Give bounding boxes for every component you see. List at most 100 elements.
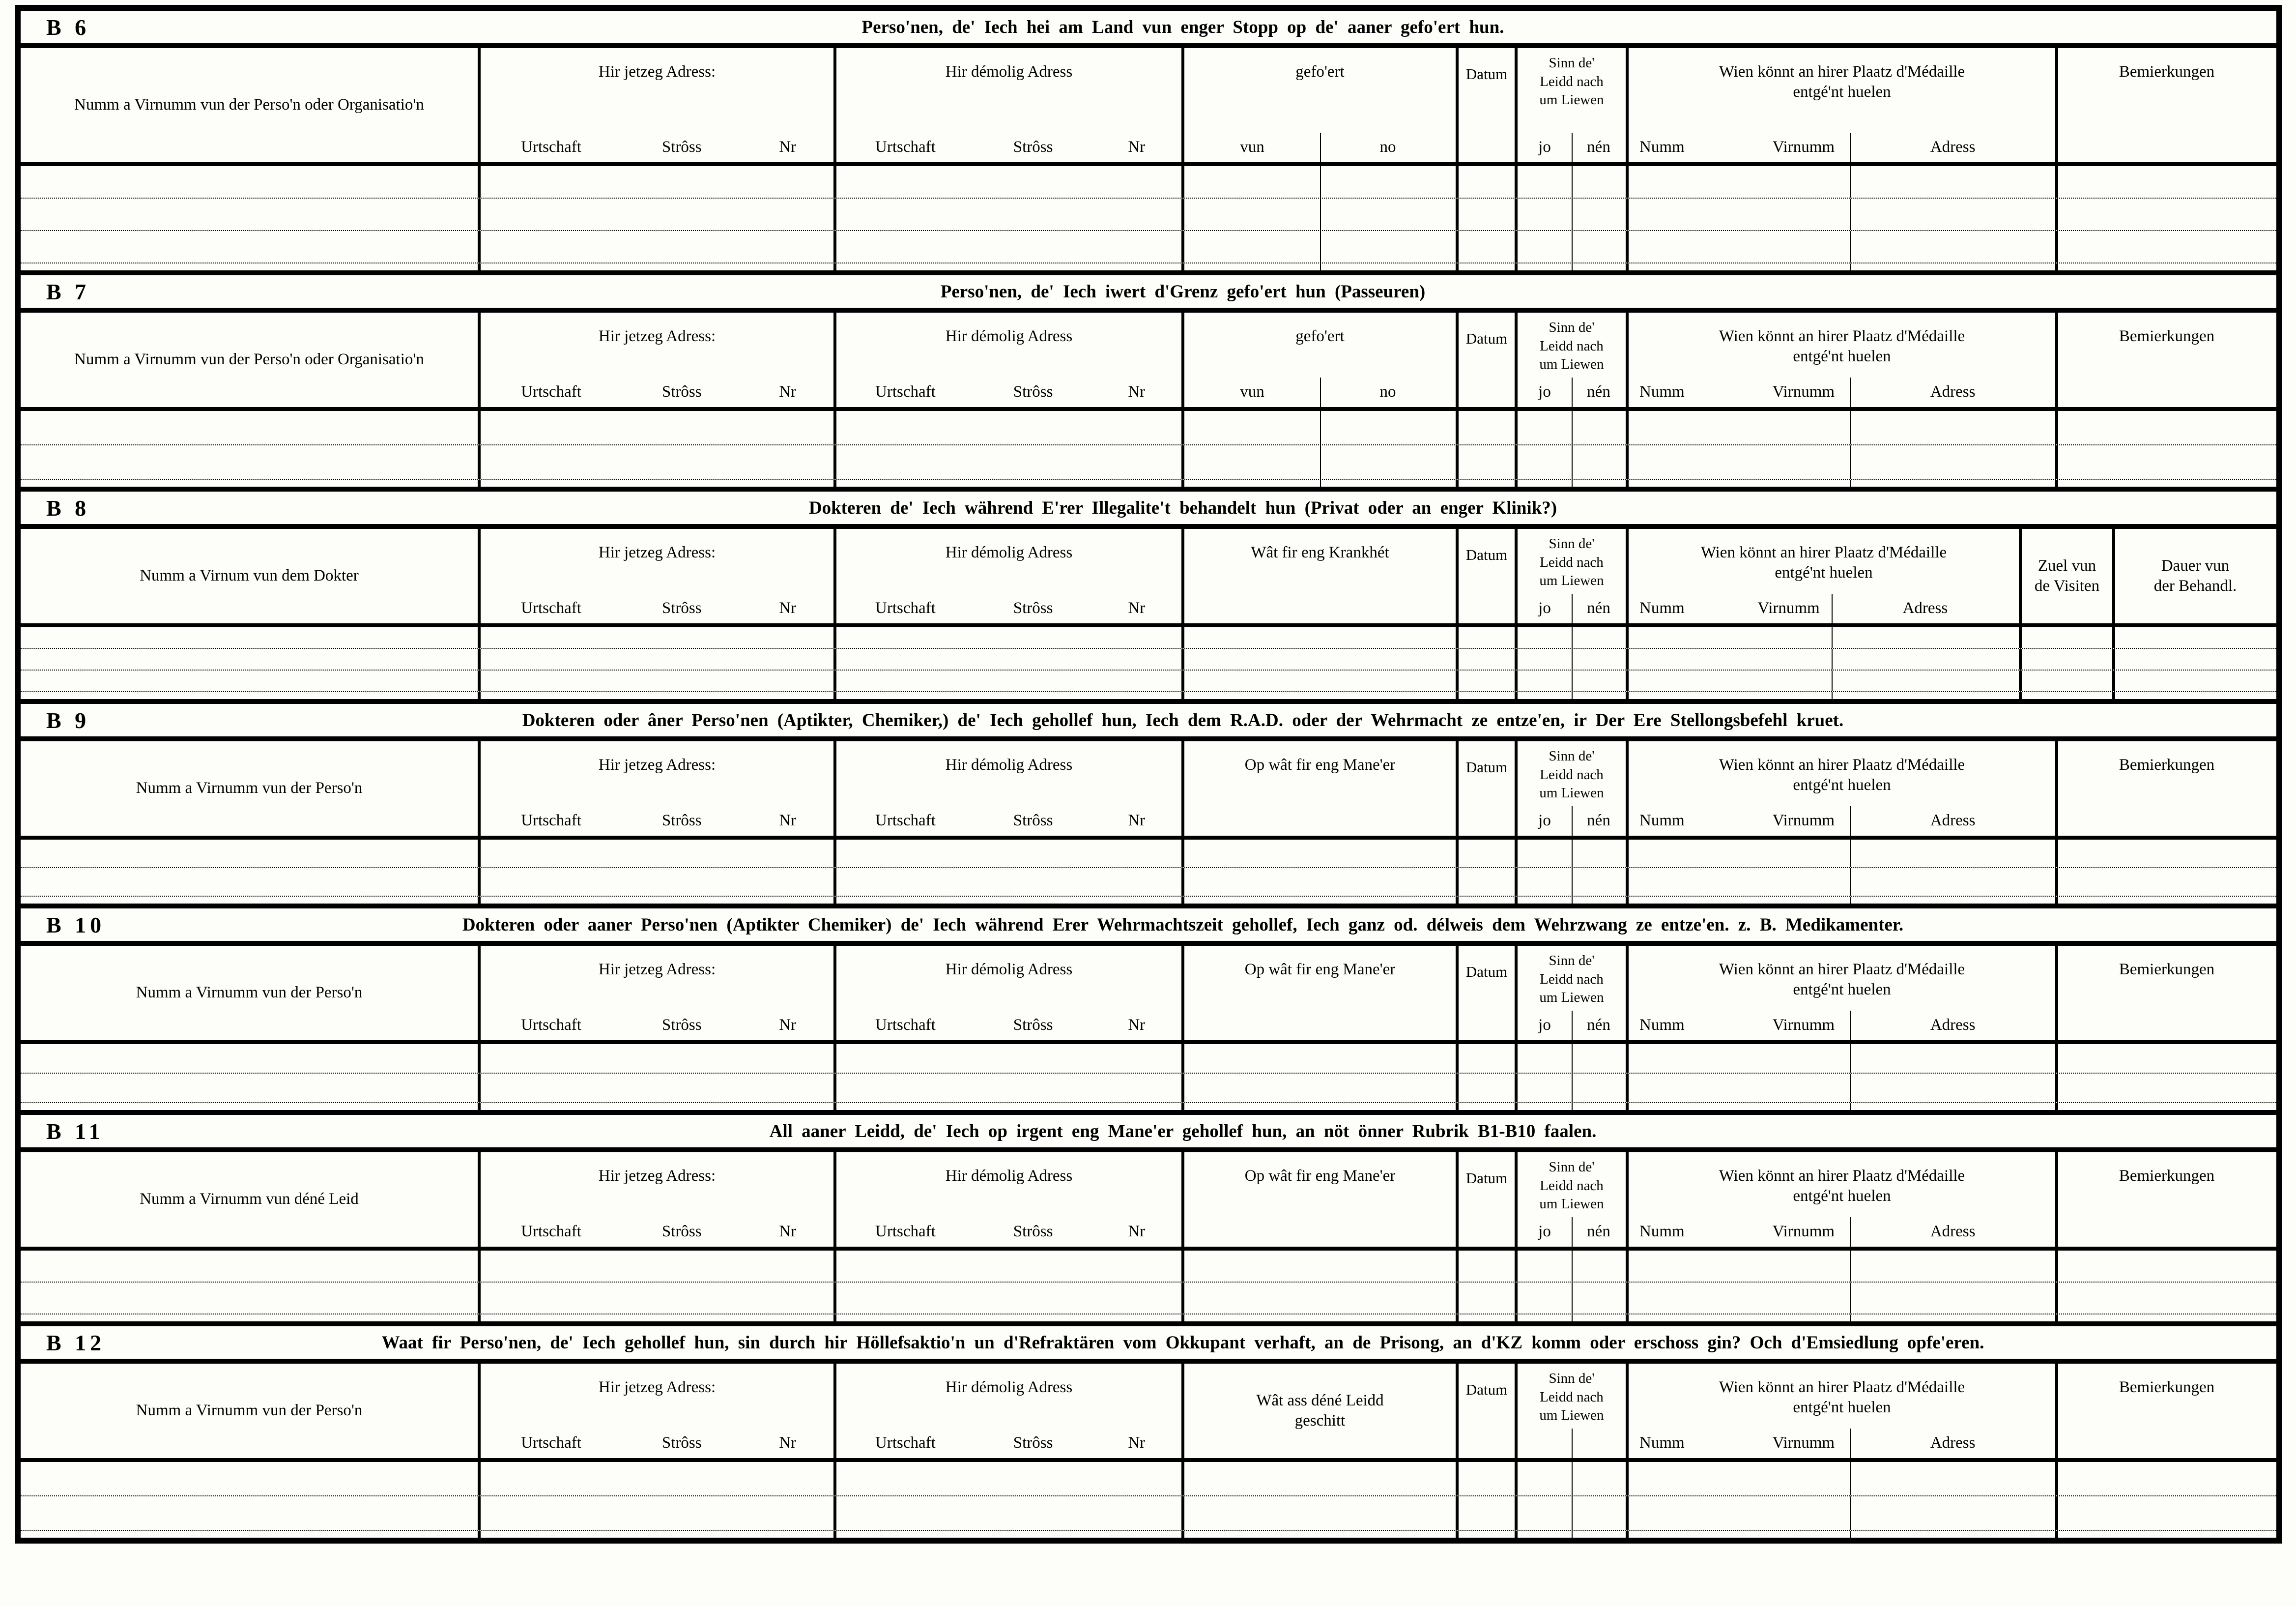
- entry-cell: [833, 868, 1181, 896]
- col-header-date: Datum: [1456, 946, 1515, 1040]
- col-header-name: Numm a Virnumm vun der Perso'n: [136, 984, 363, 1002]
- section-header-row: B 9 Dokteren oder âner Perso'nen (Aptikt…: [21, 704, 2276, 741]
- section-b10: B 10 Dokteren oder aaner Perso'nen (Apti…: [21, 904, 2276, 1110]
- section-id: B 9: [46, 707, 90, 733]
- entry-cell: [2112, 649, 2275, 670]
- subcol-adress: Adress: [1902, 599, 1948, 617]
- col-header-remarks: Bemierkungen: [2055, 946, 2275, 1040]
- entry-cell: [21, 445, 478, 479]
- entry-cell: [21, 1496, 478, 1530]
- column-headers: Numm a Virnumm vun der Perso'n Hir jetze…: [21, 1364, 2276, 1462]
- subcol-urtschaft: Urtschaft: [875, 599, 936, 617]
- entry-cell: [833, 1496, 1181, 1530]
- subcol-adress: Adress: [1930, 1016, 1976, 1034]
- entry-row-spacer: [21, 692, 2276, 699]
- col-header-illness: Wât fir eng Krankhét: [1181, 529, 1456, 623]
- subcol-stross: Strôss: [1013, 1223, 1053, 1240]
- col-header-date: Datum: [1456, 1152, 1515, 1247]
- entry-cell: [1626, 1496, 2055, 1530]
- section-b8: B 8 Dokteren de' Iech während E'rer Ille…: [21, 487, 2276, 699]
- subcol-urtschaft: Urtschaft: [875, 1223, 936, 1240]
- column-headers: Numm a Virnumm vun der Perso'n oder Orga…: [21, 48, 2276, 166]
- entry-cell: [478, 199, 833, 230]
- entry-row: [21, 1251, 2276, 1283]
- entry-cell: [2019, 671, 2112, 691]
- col-header-current-address: Hir jetzeg Adress: Urtschaft Strôss Nr: [478, 946, 833, 1040]
- entry-cell: [1456, 1496, 1515, 1530]
- entry-cell: [1626, 1462, 2055, 1495]
- entry-cell: [833, 627, 1181, 648]
- entry-cell: [1456, 411, 1515, 444]
- entry-cell: [1181, 649, 1456, 670]
- entry-cell: [1181, 411, 1456, 444]
- entry-row-spacer: [21, 1103, 2276, 1110]
- col-header-alive: Sinn de' Leidd nach um Liewen jo nén: [1515, 1152, 1626, 1247]
- section-body: [21, 411, 2276, 487]
- subcol-stross: Strôss: [661, 599, 702, 617]
- entry-cell: [478, 1044, 833, 1073]
- entry-cell: [478, 1074, 833, 1102]
- col-header-former-address: Hir démolig Adress Urtschaft Strôss Nr: [833, 1364, 1181, 1458]
- entry-cell: [1515, 1074, 1626, 1102]
- subcol-jo: jo: [1538, 812, 1551, 829]
- section-title: Perso'nen, de' Iech iwert d'Grenz gefo'e…: [940, 281, 1426, 302]
- entry-cell: [1456, 445, 1515, 479]
- section-header-row: B 8 Dokteren de' Iech während E'rer Ille…: [21, 492, 2276, 529]
- entry-cell: [2019, 627, 2112, 648]
- entry-cell: [2055, 840, 2275, 867]
- section-b6: B 6 Perso'nen, de' Iech hei am Land vun …: [21, 11, 2276, 270]
- subcol-no: no: [1379, 138, 1396, 156]
- entry-cell: [1515, 199, 1626, 230]
- entry-row: [21, 1496, 2276, 1531]
- entry-cell: [1626, 411, 2055, 444]
- col-header-name: Numm a Virnumm vun der Perso'n oder Orga…: [74, 350, 424, 369]
- entry-cell: [21, 199, 478, 230]
- col-header-former-address: Hir démolig Adress Urtschaft Strôss Nr: [833, 529, 1181, 623]
- subcol-numm: Numm: [1639, 1223, 1685, 1240]
- col-header-remarks: Bemierkungen: [2055, 741, 2275, 836]
- entry-row-spacer: [21, 263, 2276, 270]
- subcol-numm: Numm: [1639, 383, 1685, 401]
- entry-cell: [1515, 1496, 1626, 1530]
- col-header-name: Numm a Virnumm vun der Perso'n: [136, 1402, 363, 1420]
- section-id: B 10: [46, 912, 106, 937]
- entry-cell: [1456, 868, 1515, 896]
- entry-cell: [1626, 1283, 2055, 1314]
- subcol-stross: Strôss: [1013, 1434, 1053, 1452]
- entry-cell: [2055, 411, 2275, 444]
- subcol-urtschaft: Urtschaft: [521, 1016, 581, 1034]
- subcol-nen: nén: [1587, 812, 1610, 829]
- entry-cell: [478, 1251, 833, 1282]
- col-header-name: Numm a Virnum vun dem Dokter: [140, 567, 359, 585]
- column-headers: Numm a Virnumm vun der Perso'n Hir jetze…: [21, 946, 2276, 1044]
- column-headers: Numm a Virnum vun dem Dokter Hir jetzeg …: [21, 529, 2276, 627]
- subcol-jo: jo: [1538, 383, 1551, 401]
- entry-cell: [21, 868, 478, 896]
- section-id: B 12: [46, 1330, 106, 1355]
- section-body: [21, 1251, 2276, 1321]
- col-header-date: Datum: [1456, 1364, 1515, 1458]
- subcol-nr: Nr: [779, 1434, 797, 1452]
- entry-cell: [1515, 1251, 1626, 1282]
- subcol-urtschaft: Urtschaft: [875, 383, 936, 401]
- entry-cell: [1626, 671, 2019, 691]
- entry-cell: [21, 231, 478, 263]
- subcol-urtschaft: Urtschaft: [521, 1223, 581, 1240]
- entry-cell: [833, 231, 1181, 263]
- col-header-current-address: Hir jetzeg Adress: Urtschaft Strôss Nr: [478, 1364, 833, 1458]
- entry-cell: [1456, 1283, 1515, 1314]
- subcol-stross: Strôss: [1013, 138, 1053, 156]
- entry-cell: [1181, 627, 1456, 648]
- entry-cell: [21, 1251, 478, 1282]
- entry-cell: [1515, 840, 1626, 867]
- col-header-medal-recipient: Wien könnt an hirer Plaatz d'Médaille ent…: [1626, 1364, 2055, 1458]
- entry-cell: [21, 671, 478, 691]
- col-header-remarks: Bemierkungen: [2055, 1364, 2275, 1458]
- col-header-name: Numm a Virnumm vun der Perso'n: [136, 779, 363, 797]
- entry-cell: [1626, 1044, 2055, 1073]
- entry-cell: [1456, 671, 1515, 691]
- section-b9: B 9 Dokteren oder âner Perso'nen (Aptikt…: [21, 699, 2276, 904]
- subcol-nr: Nr: [779, 1223, 797, 1240]
- col-header-current-address: Hir jetzeg Adress: Urtschaft Strôss Nr: [478, 1152, 833, 1247]
